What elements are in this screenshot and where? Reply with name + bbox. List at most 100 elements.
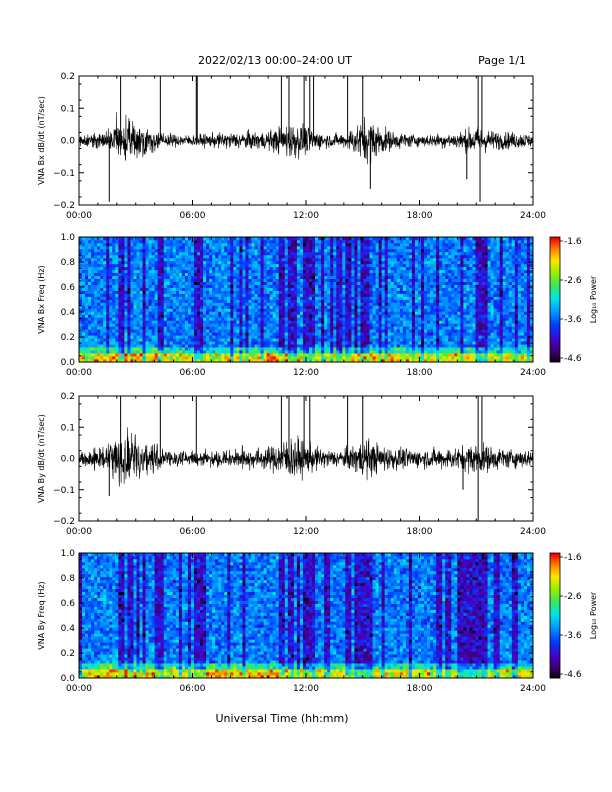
heatmap-cell (109, 272, 113, 277)
heatmap-cell (396, 257, 401, 262)
heatmap-cell (257, 272, 261, 277)
heatmap-cell (411, 293, 416, 297)
heatmap-cell (351, 344, 355, 348)
heatmap-cell (330, 263, 334, 268)
heatmap-cell (302, 275, 307, 280)
heatmap-cell (360, 356, 364, 360)
heatmap-cell (330, 320, 334, 324)
heatmap-cell (306, 317, 310, 321)
heatmap-cell (369, 317, 373, 321)
heatmap-cell (112, 326, 116, 330)
heatmap-cell (251, 308, 255, 312)
heatmap-cell (82, 272, 86, 277)
heatmap-cell (221, 323, 225, 327)
heatmap-cell (342, 329, 346, 333)
heatmap-cell (336, 284, 340, 288)
heatmap-cell (190, 311, 195, 315)
heatmap-cell (348, 284, 352, 288)
heatmap-cell (378, 263, 383, 268)
heatmap-cell (124, 332, 128, 336)
heatmap-cell (324, 269, 328, 274)
heatmap-cell (360, 260, 364, 265)
heatmap-cell (402, 353, 407, 357)
heatmap-cell (306, 359, 310, 362)
heatmap-cell (221, 266, 225, 271)
heatmap-cell (136, 281, 140, 285)
heatmap-cell (381, 260, 386, 265)
heatmap-cell (375, 281, 379, 285)
heatmap-cell (272, 308, 277, 312)
heatmap-cell (278, 281, 283, 285)
heatmap-cell (133, 329, 137, 333)
heatmap-cell (290, 308, 295, 312)
heatmap-cell (133, 257, 137, 262)
heatmap-cell (257, 242, 261, 247)
heatmap-cell (369, 278, 373, 282)
heatmap-cell (360, 302, 364, 306)
heatmap-cell (290, 356, 295, 360)
heatmap-cell (154, 338, 159, 342)
heatmap-cell (330, 281, 334, 285)
heatmap-cell (275, 332, 280, 336)
heatmap-cell (278, 248, 283, 253)
heatmap-cell (85, 296, 89, 300)
heatmap-cell (421, 254, 425, 259)
heatmap-cell (372, 245, 376, 250)
heatmap-cell (306, 269, 310, 274)
heatmap-cell (154, 356, 159, 360)
heatmap-cell (369, 332, 373, 336)
heatmap-cell (187, 317, 192, 321)
heatmap-cell (390, 326, 395, 330)
heatmap-cell (169, 287, 174, 291)
heatmap-cell (124, 281, 128, 285)
heatmap-cell (293, 275, 298, 280)
heatmap-cell (82, 257, 86, 262)
heatmap-cell (160, 314, 165, 318)
heatmap-cell (408, 314, 413, 318)
heatmap-cell (421, 299, 425, 303)
heatmap-cell (151, 323, 156, 327)
heatmap-cell (218, 344, 222, 348)
heatmap-cell (390, 308, 395, 312)
heatmap-cell (181, 284, 186, 288)
heatmap-cell (366, 296, 370, 300)
heatmap-cell (97, 323, 101, 327)
heatmap-cell (227, 269, 231, 274)
heatmap-cell (387, 237, 392, 241)
heatmap-cell (363, 254, 367, 259)
heatmap-cell (187, 359, 192, 362)
heatmap-cell (151, 248, 156, 253)
heatmap-cell (187, 296, 192, 300)
heatmap-cell (396, 269, 401, 274)
heatmap-cell (318, 305, 322, 309)
heatmap-cell (163, 326, 168, 330)
heatmap-cell (284, 245, 289, 250)
heatmap-cell (393, 237, 398, 241)
heatmap-cell (405, 260, 410, 265)
heatmap-cell (302, 344, 307, 348)
heatmap-cell (227, 344, 231, 348)
heatmap-cell (100, 359, 104, 362)
heatmap-cell (296, 237, 301, 241)
heatmap-cell (257, 317, 261, 321)
heatmap-cell (384, 320, 389, 324)
heatmap-cell (236, 296, 240, 300)
heatmap-cell (136, 332, 140, 336)
heatmap-cell (342, 341, 346, 345)
heatmap-cell (109, 317, 113, 321)
heatmap-cell (242, 260, 246, 265)
heatmap-cell (408, 287, 413, 291)
heatmap-cell (224, 308, 228, 312)
heatmap-cell (197, 344, 201, 348)
heatmap-cell (366, 263, 370, 268)
heatmap-cell (336, 278, 340, 282)
heatmap-cell (203, 311, 207, 315)
heatmap-cell (236, 239, 240, 244)
heatmap-cell (290, 269, 295, 274)
heatmap-cell (417, 242, 422, 247)
heatmap-cell (366, 332, 370, 336)
heatmap-cell (166, 314, 171, 318)
heatmap-cell (290, 359, 295, 362)
heatmap-cell (424, 290, 428, 294)
heatmap-cell (405, 269, 410, 274)
